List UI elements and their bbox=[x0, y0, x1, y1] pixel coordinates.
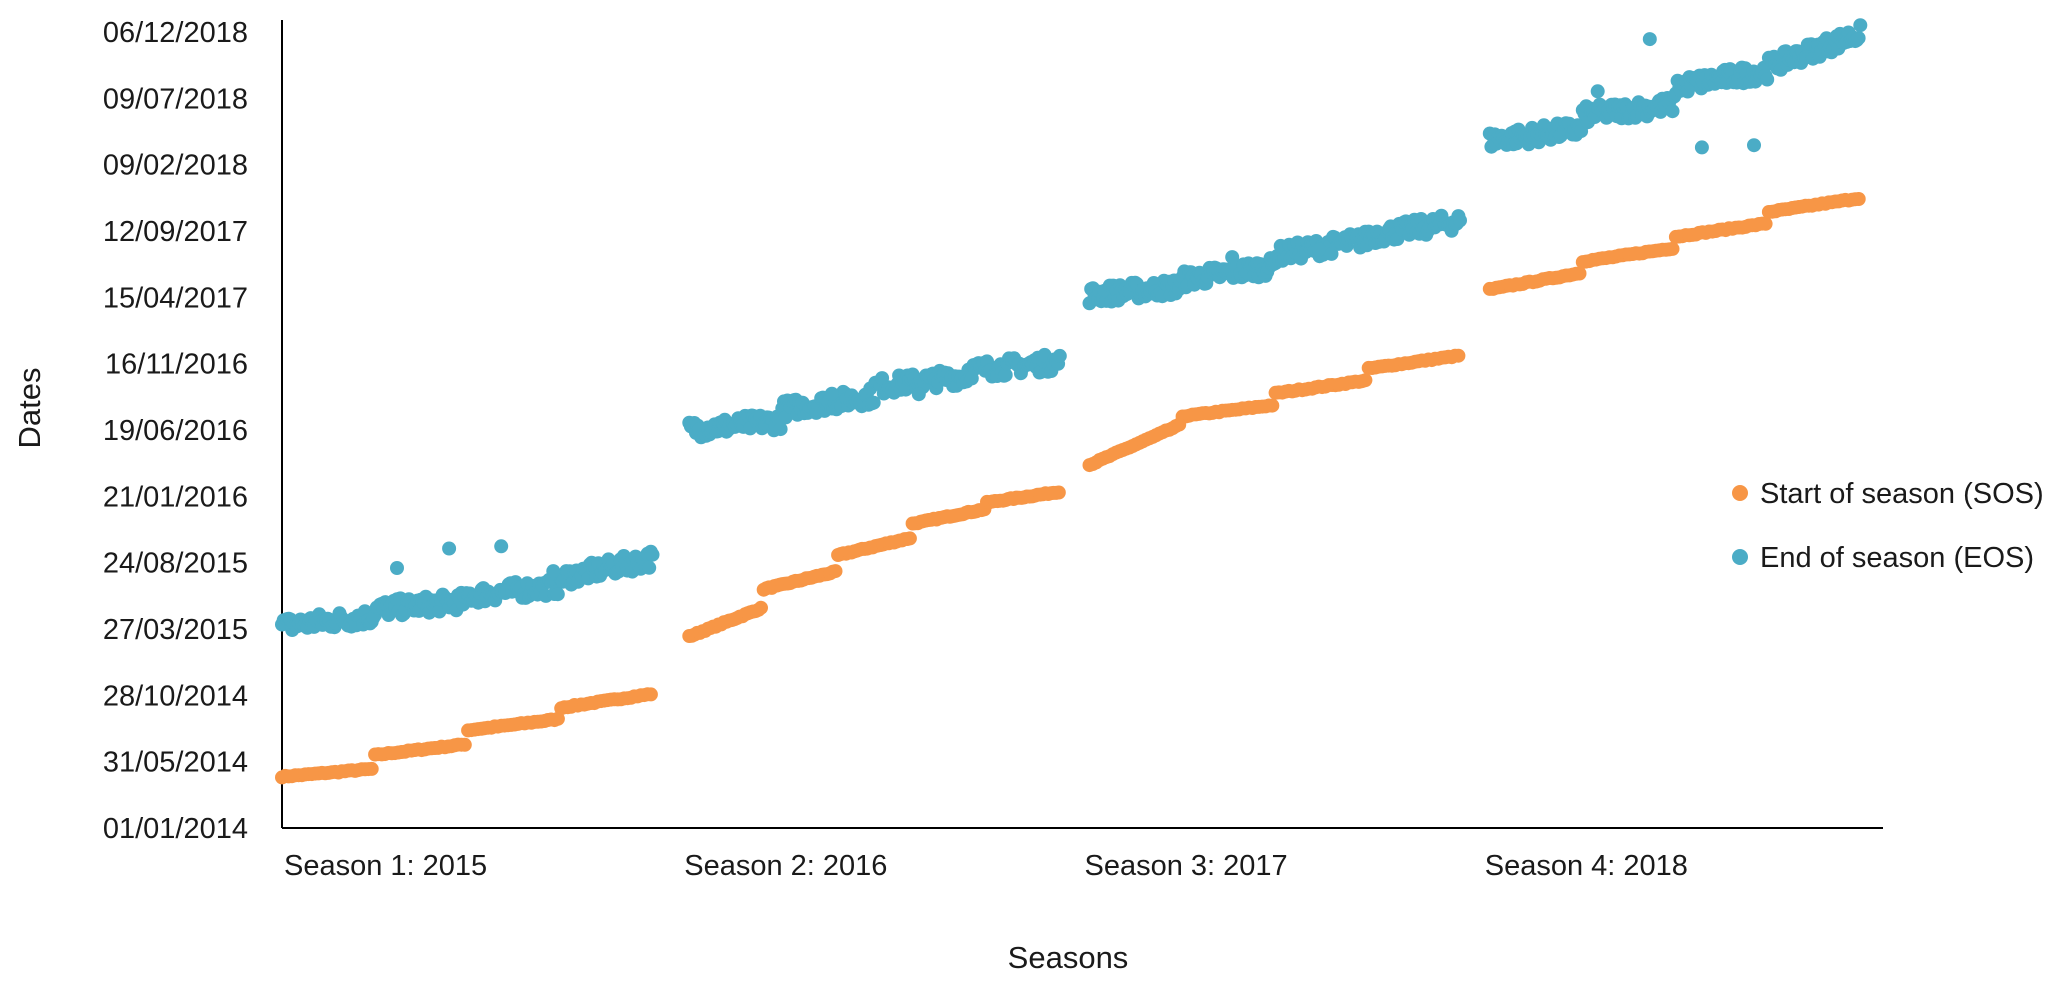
data-point bbox=[642, 560, 657, 575]
legend-label: Start of season (SOS) bbox=[1760, 478, 2044, 510]
data-point bbox=[1052, 348, 1067, 363]
y-tick-label: 01/01/2014 bbox=[103, 813, 248, 845]
data-point bbox=[754, 600, 768, 615]
data-point bbox=[1853, 18, 1868, 33]
data-point bbox=[1453, 213, 1467, 228]
x-tick-label: Season 4: 2018 bbox=[1485, 850, 1688, 882]
data-point bbox=[364, 761, 379, 776]
data-point-outlier bbox=[1642, 32, 1657, 47]
plot-area bbox=[275, 18, 1868, 785]
y-tick-label: 21/01/2016 bbox=[103, 481, 248, 513]
data-point bbox=[1451, 348, 1466, 363]
y-tick-label: 09/07/2018 bbox=[103, 83, 248, 115]
legend: Start of season (SOS) End of season (EOS) bbox=[1732, 478, 2044, 574]
data-point-outlier bbox=[390, 561, 404, 575]
data-point bbox=[1851, 192, 1866, 206]
series-eos bbox=[275, 18, 1868, 637]
data-point-outlier bbox=[1590, 84, 1605, 99]
data-point bbox=[1324, 246, 1339, 261]
data-point-outlier bbox=[824, 386, 839, 401]
data-point bbox=[902, 531, 917, 546]
data-point-outlier bbox=[1312, 242, 1326, 257]
data-point bbox=[1358, 373, 1373, 388]
y-tick-label: 16/11/2016 bbox=[105, 349, 248, 381]
y-axis-title: Dates bbox=[12, 368, 47, 449]
data-point-outlier bbox=[442, 541, 457, 556]
data-point bbox=[643, 687, 658, 702]
data-point bbox=[866, 395, 881, 410]
y-tick-label: 09/02/2018 bbox=[103, 150, 248, 182]
data-point-outlier bbox=[1747, 138, 1761, 153]
data-point bbox=[1572, 266, 1587, 281]
y-tick-label: 24/08/2015 bbox=[103, 548, 248, 580]
data-point bbox=[457, 737, 472, 752]
y-tick-label: 06/12/2018 bbox=[103, 17, 248, 49]
data-point-outlier bbox=[546, 564, 561, 579]
y-tick-label: 27/03/2015 bbox=[103, 614, 248, 646]
data-point bbox=[1665, 104, 1680, 119]
data-point-outlier bbox=[911, 387, 926, 402]
y-tick-label: 19/06/2016 bbox=[103, 415, 248, 447]
data-point bbox=[828, 564, 843, 579]
data-point bbox=[1851, 31, 1866, 46]
legend-label: End of season (EOS) bbox=[1760, 542, 2034, 574]
data-point bbox=[550, 711, 565, 726]
y-tick-label: 31/05/2014 bbox=[103, 747, 248, 779]
x-axis-title: Seasons bbox=[1008, 940, 1129, 975]
y-axis: 01/01/2014 31/05/2014 28/10/2014 27/03/2015… bbox=[103, 17, 283, 845]
data-point bbox=[773, 422, 788, 437]
legend-marker bbox=[1732, 485, 1748, 501]
data-point bbox=[1051, 485, 1066, 500]
data-point bbox=[998, 368, 1013, 382]
data-point-outlier bbox=[1694, 140, 1709, 155]
legend-marker bbox=[1732, 549, 1748, 565]
x-axis: Season 1: 2015 Season 2: 2016 Season 3: 20… bbox=[282, 827, 1883, 882]
y-tick-label: 15/04/2017 bbox=[103, 282, 248, 314]
x-tick-label: Season 1: 2015 bbox=[284, 850, 487, 882]
data-point-outlier bbox=[1225, 250, 1240, 265]
data-point bbox=[550, 587, 565, 602]
data-point bbox=[1265, 398, 1280, 413]
x-tick-label: Season 2: 2016 bbox=[684, 850, 887, 882]
x-tick-label: Season 3: 2017 bbox=[1085, 850, 1288, 882]
y-tick-label: 12/09/2017 bbox=[103, 216, 248, 248]
data-point bbox=[1758, 216, 1773, 231]
y-tick-label: 28/10/2014 bbox=[103, 680, 248, 712]
data-point bbox=[1665, 241, 1680, 256]
data-point bbox=[1760, 72, 1775, 87]
data-point-outlier bbox=[494, 539, 509, 554]
data-point bbox=[645, 547, 660, 562]
series-sos bbox=[275, 192, 1866, 785]
